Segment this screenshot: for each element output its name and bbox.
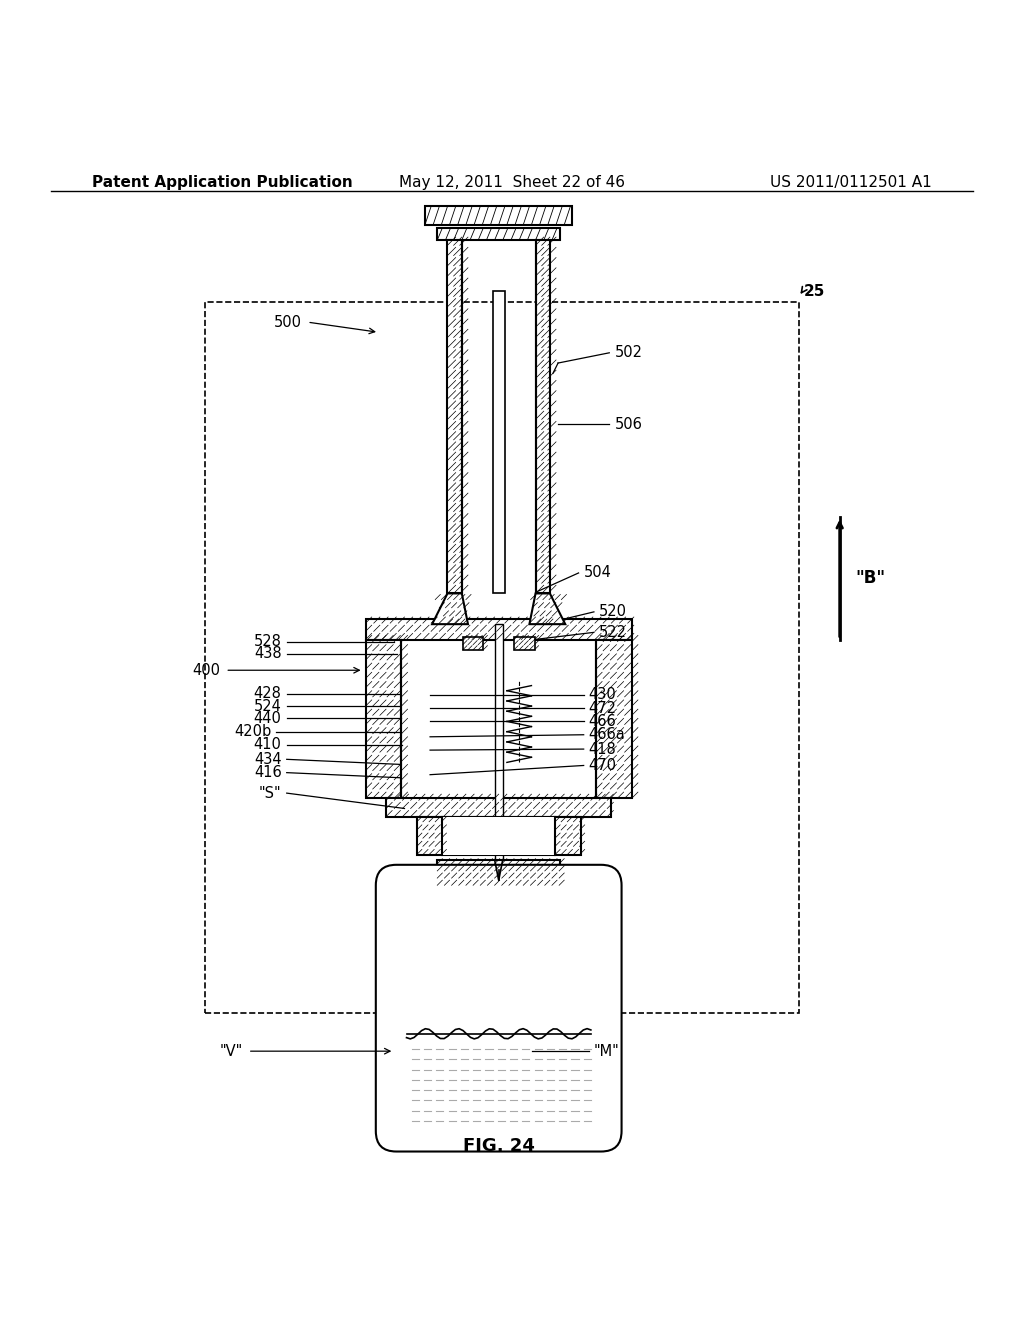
Text: 434: 434 bbox=[254, 752, 282, 767]
Text: 440: 440 bbox=[254, 711, 282, 726]
Text: 506: 506 bbox=[614, 417, 642, 432]
Text: 416: 416 bbox=[254, 766, 282, 780]
Text: 466a: 466a bbox=[589, 727, 626, 742]
FancyBboxPatch shape bbox=[442, 817, 555, 854]
Text: 470: 470 bbox=[589, 758, 616, 774]
FancyBboxPatch shape bbox=[417, 817, 581, 854]
FancyBboxPatch shape bbox=[596, 639, 632, 799]
FancyBboxPatch shape bbox=[366, 619, 632, 639]
Text: FIG. 24: FIG. 24 bbox=[463, 1138, 535, 1155]
Text: 522: 522 bbox=[599, 624, 627, 640]
FancyBboxPatch shape bbox=[514, 638, 535, 649]
Text: 472: 472 bbox=[589, 701, 616, 715]
FancyBboxPatch shape bbox=[493, 292, 505, 594]
Text: 410: 410 bbox=[254, 738, 282, 752]
Text: 438: 438 bbox=[254, 647, 282, 661]
FancyBboxPatch shape bbox=[447, 240, 462, 594]
Text: "S": "S" bbox=[259, 785, 282, 801]
FancyBboxPatch shape bbox=[463, 638, 483, 649]
Text: 528: 528 bbox=[254, 634, 282, 649]
Text: "V": "V" bbox=[219, 1044, 243, 1059]
Text: "M": "M" bbox=[594, 1044, 620, 1059]
Text: "B": "B" bbox=[855, 569, 885, 587]
Text: US 2011/0112501 A1: US 2011/0112501 A1 bbox=[770, 176, 932, 190]
Text: 466: 466 bbox=[589, 714, 616, 729]
FancyBboxPatch shape bbox=[536, 240, 550, 594]
Text: 420b: 420b bbox=[234, 725, 271, 739]
Text: 502: 502 bbox=[614, 346, 642, 360]
FancyBboxPatch shape bbox=[366, 639, 401, 799]
FancyBboxPatch shape bbox=[495, 624, 503, 870]
Polygon shape bbox=[529, 594, 565, 624]
FancyBboxPatch shape bbox=[437, 228, 560, 240]
Text: 428: 428 bbox=[254, 686, 282, 701]
Polygon shape bbox=[432, 594, 468, 624]
Text: 418: 418 bbox=[589, 742, 616, 756]
FancyBboxPatch shape bbox=[437, 859, 560, 886]
Text: 430: 430 bbox=[589, 688, 616, 702]
Text: 520: 520 bbox=[599, 605, 627, 619]
Text: 504: 504 bbox=[584, 565, 611, 581]
FancyBboxPatch shape bbox=[425, 206, 572, 224]
Text: May 12, 2011  Sheet 22 of 46: May 12, 2011 Sheet 22 of 46 bbox=[399, 176, 625, 190]
FancyBboxPatch shape bbox=[386, 799, 611, 817]
Text: Patent Application Publication: Patent Application Publication bbox=[92, 176, 353, 190]
Text: 400: 400 bbox=[193, 663, 220, 677]
Text: 500: 500 bbox=[274, 314, 302, 330]
Text: 25: 25 bbox=[804, 284, 825, 298]
FancyBboxPatch shape bbox=[376, 865, 622, 1151]
Text: 524: 524 bbox=[254, 698, 282, 714]
